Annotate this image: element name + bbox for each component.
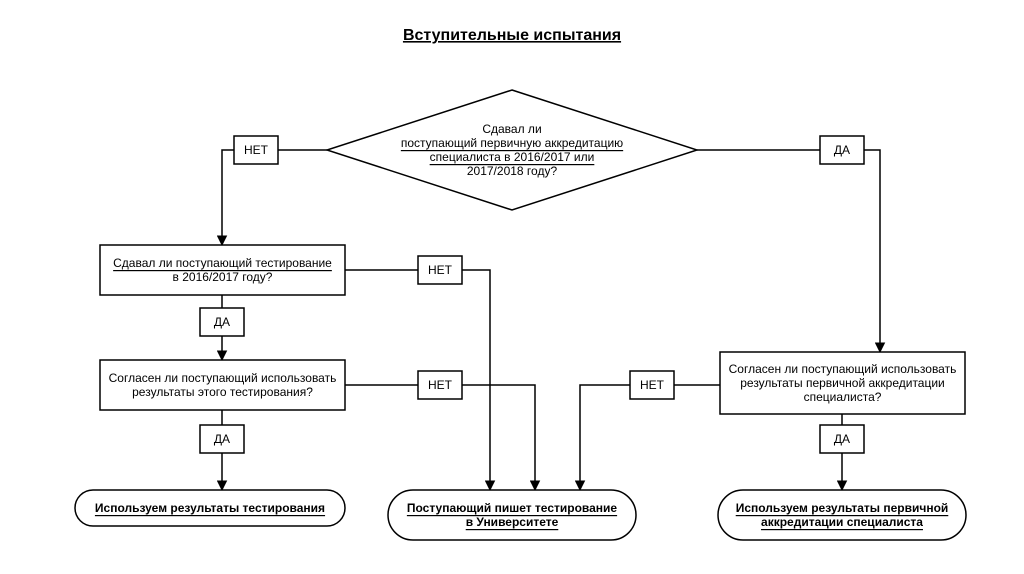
node-q4: Согласен ли поступающий использоватьрезу… bbox=[720, 352, 965, 414]
label-l_yes3: ДА bbox=[200, 425, 244, 453]
node-t2: Поступающий пишет тестированиев Универси… bbox=[388, 490, 636, 540]
svg-text:специалиста?: специалиста? bbox=[804, 390, 882, 404]
svg-text:Используем результаты тестиров: Используем результаты тестирования bbox=[95, 501, 325, 515]
node-q2: Сдавал ли поступающий тестированиев 2016… bbox=[100, 245, 345, 295]
edge-1 bbox=[222, 150, 234, 245]
node-q3: Согласен ли поступающий использоватьрезу… bbox=[100, 360, 345, 410]
label-l_no4: НЕТ bbox=[630, 371, 674, 399]
svg-text:в Университете: в Университете bbox=[466, 515, 559, 529]
svg-text:аккредитации специалиста: аккредитации специалиста bbox=[761, 515, 923, 529]
flowchart-canvas: Вступительные испытания Сдавал липоступаю… bbox=[0, 0, 1024, 574]
edge-3 bbox=[864, 150, 880, 352]
svg-text:НЕТ: НЕТ bbox=[428, 378, 453, 392]
label-l_no2: НЕТ bbox=[418, 256, 462, 284]
svg-text:специалиста в 2016/2017 или: специалиста в 2016/2017 или bbox=[430, 150, 595, 164]
svg-text:Используем результаты первично: Используем результаты первичной bbox=[736, 501, 949, 515]
page-title: Вступительные испытания bbox=[403, 27, 621, 44]
svg-text:НЕТ: НЕТ bbox=[428, 263, 453, 277]
svg-text:результаты первичной аккредита: результаты первичной аккредитации bbox=[740, 376, 945, 390]
svg-text:в 2016/2017 году?: в 2016/2017 году? bbox=[173, 270, 273, 284]
svg-text:Поступающий пишет тестирование: Поступающий пишет тестирование bbox=[407, 501, 618, 515]
label-l_yes2: ДА bbox=[200, 308, 244, 336]
svg-text:НЕТ: НЕТ bbox=[640, 378, 665, 392]
node-t1: Используем результаты тестирования bbox=[75, 490, 345, 526]
node-t3: Используем результаты первичнойаккредита… bbox=[718, 490, 966, 540]
svg-text:Сдавал ли поступающий тестиров: Сдавал ли поступающий тестирование bbox=[113, 256, 332, 270]
node-d1: Сдавал липоступающий первичную аккредита… bbox=[327, 90, 697, 210]
svg-text:Согласен ли поступающий исполь: Согласен ли поступающий использовать bbox=[729, 362, 957, 376]
label-l_yes4: ДА bbox=[820, 425, 864, 453]
svg-text:поступающий первичную аккредит: поступающий первичную аккредитацию bbox=[401, 136, 623, 150]
svg-text:Согласен ли поступающий исполь: Согласен ли поступающий использовать bbox=[109, 371, 337, 385]
svg-text:ДА: ДА bbox=[214, 315, 230, 329]
edge-5 bbox=[462, 270, 490, 490]
label-l_yes1: ДА bbox=[820, 136, 864, 164]
edge-9 bbox=[462, 385, 535, 490]
svg-text:ДА: ДА bbox=[834, 432, 850, 446]
svg-text:ДА: ДА bbox=[834, 143, 850, 157]
label-l_no3: НЕТ bbox=[418, 371, 462, 399]
label-l_no1: НЕТ bbox=[234, 136, 278, 164]
svg-text:НЕТ: НЕТ bbox=[244, 143, 269, 157]
svg-text:Сдавал ли: Сдавал ли bbox=[482, 122, 541, 136]
edge-13 bbox=[580, 385, 630, 490]
svg-text:2017/2018 году?: 2017/2018 году? bbox=[467, 164, 558, 178]
svg-text:ДА: ДА bbox=[214, 432, 230, 446]
svg-text:результаты этого тестирования?: результаты этого тестирования? bbox=[132, 385, 313, 399]
